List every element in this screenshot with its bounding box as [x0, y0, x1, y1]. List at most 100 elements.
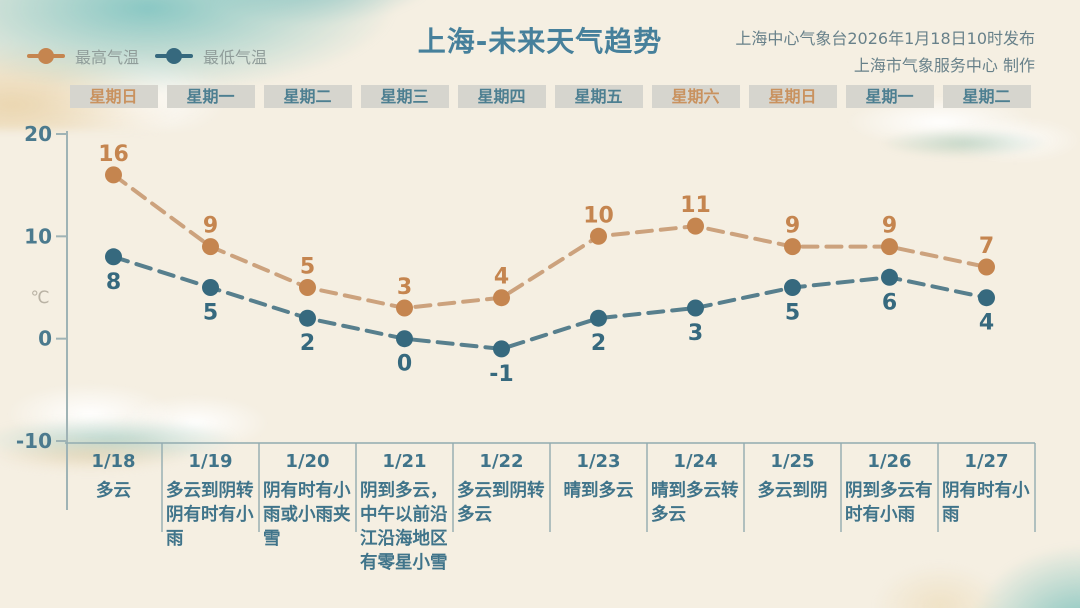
- forecast-column-3: 1/21 阴到多云，中午以前沿江沿海地区有零星小雪: [356, 450, 453, 575]
- forecast-weather-text: 阴有时有小雨: [942, 481, 1030, 525]
- page-title: 上海-未来天气趋势: [417, 25, 663, 58]
- forecast-column-4: 1/22 多云到阴转多云: [453, 450, 550, 527]
- weekday-tab-7: 星期日: [748, 85, 837, 108]
- low-value-label-1: 5: [203, 301, 218, 326]
- forecast-weather-text: 阴到多云有时有小雨: [845, 481, 933, 525]
- weekday-tab-0: 星期日: [69, 85, 158, 108]
- weekday-tab-9: 星期二: [942, 85, 1031, 108]
- y-axis-unit-label: ℃: [30, 288, 49, 308]
- y-tick-label-0: 0: [38, 327, 52, 351]
- issued-line: 上海中心气象台2026年1月18日10时发布: [735, 29, 1035, 48]
- low-value-label-7: 5: [785, 301, 800, 326]
- y-tick-label-10: 10: [24, 224, 52, 248]
- forecast-weather-text: 多云: [96, 481, 131, 501]
- high-point-3: [396, 299, 413, 317]
- forecast-date: 1/26: [867, 451, 912, 472]
- low-point-2: [299, 309, 316, 327]
- forecast-date: 1/27: [964, 451, 1009, 472]
- legend-item-low: 最低气温: [155, 44, 267, 68]
- forecast-date: 1/21: [382, 451, 427, 472]
- legend-label: 最低气温: [203, 48, 268, 67]
- high-value-label-4: 4: [494, 265, 509, 290]
- low-value-label-6: 3: [688, 321, 703, 346]
- low-point-8: [881, 268, 898, 286]
- low-value-label-8: 6: [882, 290, 897, 315]
- forecast-weather-text: 多云到阴转多云: [457, 481, 545, 525]
- attribution-block: 上海中心气象台2026年1月18日10时发布 上海市气象服务中心 制作: [735, 25, 1035, 79]
- low-point-3: [396, 330, 413, 348]
- low-value-label-9: 4: [979, 311, 994, 336]
- forecast-column-0: 1/18 多云: [65, 450, 162, 503]
- weekday-tab-4: 星期四: [457, 85, 546, 108]
- forecast-weather-text: 多云到阴: [757, 481, 828, 501]
- forecast-weather-text: 晴到多云: [563, 481, 634, 501]
- high-value-label-0: 16: [98, 142, 129, 167]
- forecast-weather-text: 多云到阴转阴有时有小雨: [166, 481, 254, 549]
- low-point-9: [978, 289, 995, 307]
- forecast-date: 1/22: [479, 451, 524, 472]
- forecast-column-5: 1/23 晴到多云: [550, 450, 647, 503]
- legend-item-high: 最高气温: [27, 44, 139, 68]
- forecast-weather-text: 晴到多云转多云: [651, 481, 739, 525]
- forecast-column-7: 1/25 多云到阴: [744, 450, 841, 503]
- high-value-label-9: 7: [979, 234, 994, 259]
- legend-line-dot-marker: [155, 48, 194, 64]
- high-point-8: [881, 238, 898, 256]
- high-value-label-2: 5: [300, 255, 315, 280]
- high-value-label-1: 9: [203, 214, 218, 239]
- chart-legend: 最高气温 最低气温: [27, 44, 267, 68]
- high-point-4: [493, 289, 510, 307]
- y-tick-label-20: 20: [24, 122, 52, 146]
- legend-dot-icon: [38, 48, 54, 64]
- forecast-date: 1/19: [188, 451, 233, 472]
- high-value-label-8: 9: [882, 214, 897, 239]
- low-temperature-line: [111, 254, 989, 351]
- high-point-0: [105, 166, 122, 184]
- weekday-tab-5: 星期五: [554, 85, 643, 108]
- low-value-label-0: 8: [106, 270, 121, 295]
- low-point-4: [493, 340, 510, 358]
- forecast-date: 1/23: [576, 451, 621, 472]
- forecast-date: 1/25: [770, 451, 815, 472]
- low-point-1: [202, 279, 219, 296]
- forecast-column-6: 1/24 晴到多云转多云: [647, 450, 744, 527]
- high-point-1: [202, 238, 219, 256]
- high-point-7: [784, 238, 801, 256]
- forecast-column-1: 1/19 多云到阴转阴有时有小雨: [162, 450, 259, 551]
- high-temperature-line: [111, 172, 989, 311]
- weekday-tab-8: 星期一: [845, 85, 934, 108]
- weekday-tab-6: 星期六: [651, 85, 740, 108]
- forecast-date: 1/24: [673, 451, 718, 472]
- weekday-tab-2: 星期二: [263, 85, 352, 108]
- high-point-9: [978, 258, 995, 276]
- weekday-tab-3: 星期三: [360, 85, 449, 108]
- forecast-date: 1/20: [285, 451, 330, 472]
- low-value-label-3: 0: [397, 352, 412, 377]
- low-value-label-5: 2: [591, 331, 606, 356]
- low-point-5: [590, 309, 607, 327]
- forecast-column-8: 1/26 阴到多云有时有小雨: [841, 450, 938, 527]
- y-tick-label--10: -10: [16, 429, 52, 453]
- low-value-label-4: -1: [489, 362, 513, 387]
- legend-label: 最高气温: [75, 48, 140, 67]
- weekday-tab-1: 星期一: [166, 85, 255, 108]
- high-point-2: [299, 279, 316, 296]
- forecast-weather-text: 阴有时有小雨或小雨夹雪: [263, 481, 351, 549]
- low-point-6: [687, 299, 704, 317]
- forecast-column-2: 1/20 阴有时有小雨或小雨夹雪: [259, 450, 356, 551]
- high-value-label-6: 11: [680, 193, 711, 218]
- legend-dot-icon: [166, 48, 183, 64]
- low-point-0: [105, 248, 122, 266]
- high-value-label-7: 9: [785, 214, 800, 239]
- high-point-6: [687, 217, 704, 235]
- high-value-label-5: 10: [583, 203, 614, 228]
- low-point-7: [784, 279, 801, 296]
- high-point-5: [590, 227, 607, 245]
- producer-line: 上海市气象服务中心 制作: [853, 56, 1035, 75]
- high-value-label-3: 3: [397, 275, 412, 300]
- low-value-label-2: 2: [300, 331, 315, 356]
- forecast-date: 1/18: [91, 451, 136, 472]
- legend-line-dot-marker: [27, 48, 65, 64]
